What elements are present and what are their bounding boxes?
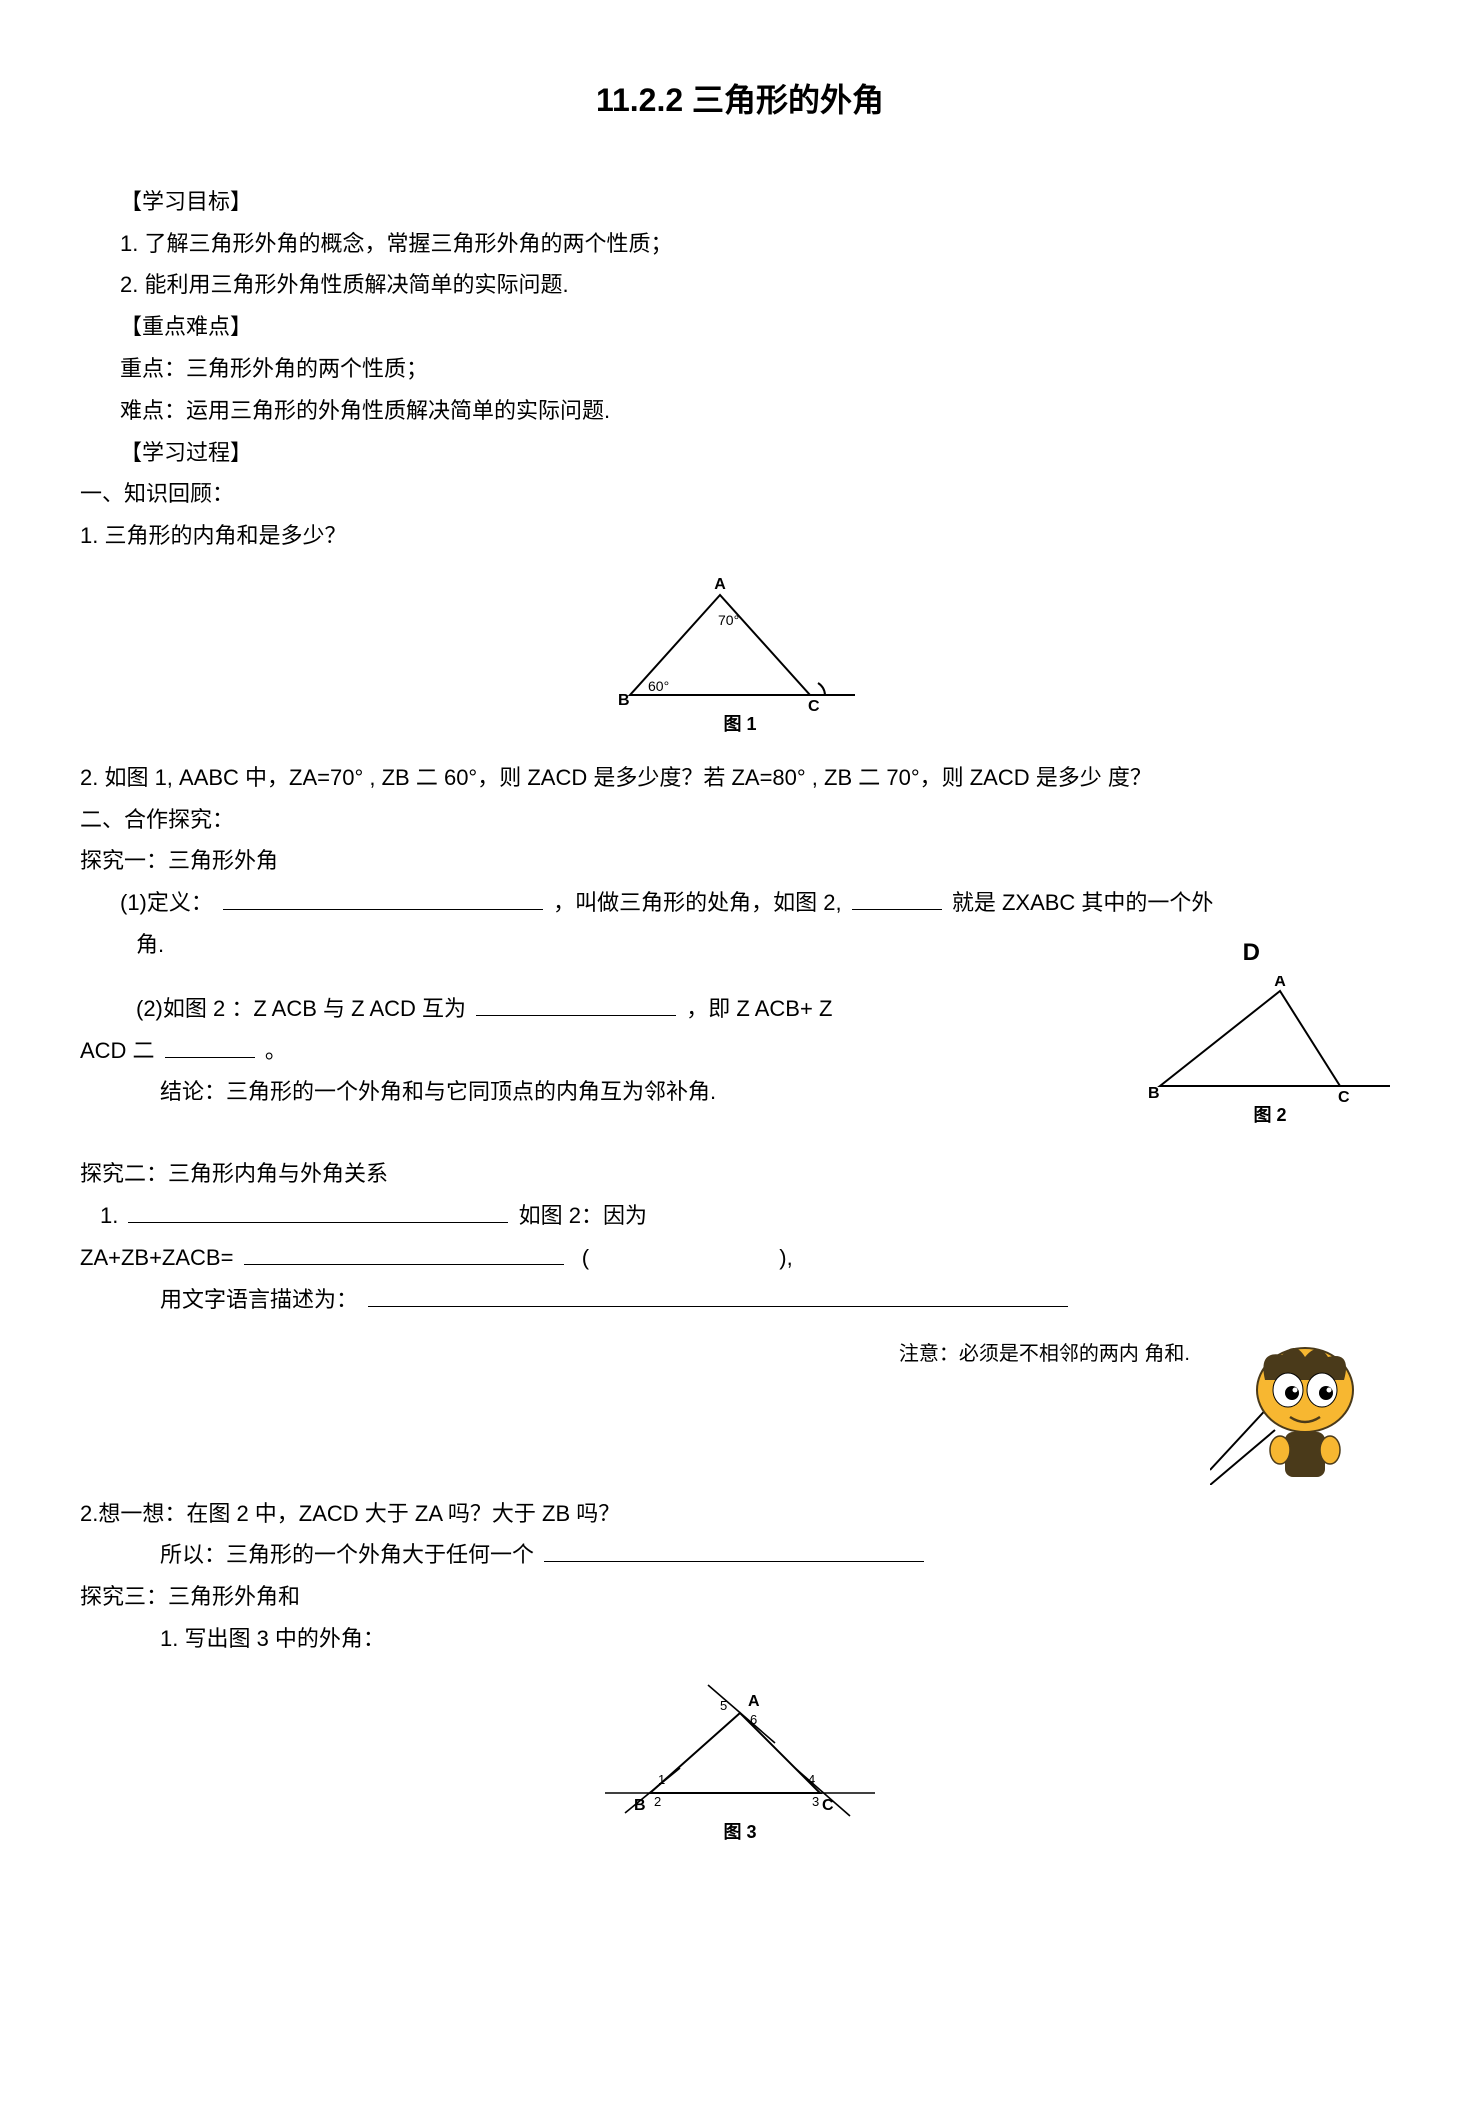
fig3-angle-2: 2 bbox=[654, 1794, 661, 1809]
part2-heading: 二、合作探究： bbox=[80, 799, 1400, 841]
fig3-label-C: C bbox=[822, 1797, 834, 1814]
ex2-item1-line2: ZA+ZB+ZACB= ( ), bbox=[80, 1237, 1400, 1279]
figure-2: A B C 图 2 bbox=[1140, 976, 1400, 1126]
fig1-angle-60: 60° bbox=[648, 678, 669, 694]
fig2-label-C: C bbox=[1338, 1089, 1350, 1106]
figure-1: A B C 70° 60° 图 1 bbox=[80, 575, 1400, 749]
fig2-label-B: B bbox=[1148, 1085, 1160, 1102]
fig1-caption: 图 1 bbox=[723, 714, 756, 734]
fig3-angle-3: 3 bbox=[812, 1794, 819, 1809]
blank-ex2-so bbox=[544, 1538, 924, 1562]
fig1-angle-70: 70° bbox=[718, 612, 739, 628]
objective-1: 1. 了解三角形外角的概念，常握三角形外角的两个性质； bbox=[80, 223, 1400, 265]
ex2-description-line: 用文字语言描述为： bbox=[80, 1279, 1400, 1321]
fig1-label-A: A bbox=[714, 576, 726, 593]
ex1-item2-line1: (2)如图 2 ：Z ACB 与 Z ACD 互为 ，即 Z ACB+ Z bbox=[80, 988, 1110, 1030]
ex2-think: 2.想一想：在图 2 中，ZACD 大于 ZA 吗？大于 ZB 吗？ bbox=[80, 1493, 1400, 1535]
blank-figure2-ref bbox=[852, 886, 942, 910]
ex3-item1: 1. 写出图 3 中的外角： bbox=[80, 1618, 1400, 1660]
fig3-caption: 图 3 bbox=[723, 1822, 756, 1842]
question-1: 1. 三角形的内角和是多少？ bbox=[80, 515, 1400, 557]
note-callout: 注意：必须是不相邻的两内 角和. bbox=[80, 1335, 1400, 1485]
explore-3-heading: 探究三：三角形外角和 bbox=[80, 1576, 1400, 1618]
keypoint-1: 重点：三角形外角的两个性质； bbox=[80, 348, 1400, 390]
fig3-angle-5: 5 bbox=[720, 1698, 727, 1713]
blank-description bbox=[368, 1283, 1068, 1307]
fig2-label-A: A bbox=[1274, 976, 1286, 990]
explore-2-heading: 探究二：三角形内角与外角关系 bbox=[80, 1153, 1400, 1195]
question-2: 2. 如图 1, AABC 中，ZA=70° , ZB 二 60°，则 ZACD… bbox=[80, 757, 1400, 799]
mascot-character-icon bbox=[1210, 1335, 1360, 1485]
fig3-angle-4: 4 bbox=[808, 1772, 815, 1787]
label-D: D bbox=[1140, 930, 1400, 976]
fig2-caption: 图 2 bbox=[1253, 1105, 1286, 1125]
blank-sum bbox=[165, 1033, 255, 1057]
blank-ex2-1 bbox=[128, 1199, 508, 1223]
document-title: 11.2.2 三角形的外角 bbox=[80, 70, 1400, 131]
keypoint-2: 难点：运用三角形的外角性质解决简单的实际问题. bbox=[80, 390, 1400, 432]
explore-1-heading: 探究一：三角形外角 bbox=[80, 840, 1400, 882]
fig3-label-B: B bbox=[634, 1797, 646, 1814]
ex1-def-last: 角. bbox=[80, 924, 1110, 966]
ex1-item2-line2: ACD 二 。 bbox=[80, 1030, 1110, 1072]
fig1-label-B: B bbox=[618, 692, 630, 709]
ex1-def-end: 就是 ZXABC 其中的一个外 bbox=[952, 890, 1214, 915]
process-heading: 【学习过程】 bbox=[80, 432, 1400, 474]
ex1-conclusion: 结论：三角形的一个外角和与它同顶点的内角互为邻补角. bbox=[80, 1071, 1110, 1113]
keypoints-heading: 【重点难点】 bbox=[80, 306, 1400, 348]
blank-ex2-eq bbox=[244, 1241, 564, 1265]
ex1-def-mid: ，叫做三角形的处角，如图 2, bbox=[553, 890, 841, 915]
ex2-item1-line1: 1. 如图 2：因为 bbox=[80, 1195, 1400, 1237]
figure-3: A B C 5 6 1 2 3 4 图 3 bbox=[80, 1678, 1400, 1862]
ex2-so-line: 所以：三角形的一个外角大于任何一个 bbox=[80, 1534, 1400, 1576]
part1-heading: 一、知识回顾： bbox=[80, 473, 1400, 515]
objectives-heading: 【学习目标】 bbox=[80, 181, 1400, 223]
fig3-angle-6: 6 bbox=[750, 1712, 757, 1727]
fig1-label-C: C bbox=[808, 698, 820, 715]
blank-relation bbox=[476, 992, 676, 1016]
fig3-angle-1: 1 bbox=[658, 1772, 665, 1787]
ex1-definition-line: (1)定义： ，叫做三角形的处角，如图 2, 就是 ZXABC 其中的一个外 bbox=[80, 882, 1400, 924]
fig3-label-A: A bbox=[748, 1693, 760, 1710]
ex1-def-pre: (1)定义： bbox=[120, 890, 213, 915]
blank-definition bbox=[223, 886, 543, 910]
note-text: 注意：必须是不相邻的两内 角和. bbox=[899, 1335, 1190, 1373]
objective-2: 2. 能利用三角形外角性质解决简单的实际问题. bbox=[80, 264, 1400, 306]
